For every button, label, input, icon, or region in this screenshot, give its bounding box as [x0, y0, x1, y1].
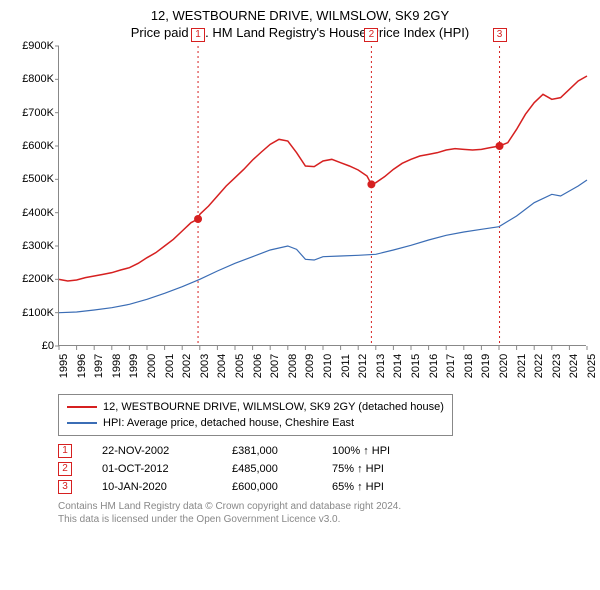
- x-tick-label: 2024: [568, 354, 580, 378]
- x-tick-label: 2019: [480, 354, 492, 378]
- x-tick-label: 2023: [551, 354, 563, 378]
- legend: 12, WESTBOURNE DRIVE, WILMSLOW, SK9 2GY …: [58, 394, 453, 436]
- legend-label: 12, WESTBOURNE DRIVE, WILMSLOW, SK9 2GY …: [103, 399, 444, 415]
- chart-title: 12, WESTBOURNE DRIVE, WILMSLOW, SK9 2GY: [10, 8, 590, 23]
- sales-row: 1 22-NOV-2002 £381,000 100% ↑ HPI: [58, 444, 590, 458]
- x-tick-label: 2007: [269, 354, 281, 378]
- y-tick-label: £800K: [22, 73, 54, 85]
- x-tick-label: 2016: [428, 354, 440, 378]
- sale-marker-dot: [194, 215, 202, 223]
- x-tick-label: 1997: [93, 354, 105, 378]
- legend-swatch: [67, 422, 97, 424]
- series-hpi: [59, 180, 587, 313]
- sales-pct: 75% ↑ HPI: [332, 463, 422, 475]
- sale-marker-dot: [367, 180, 375, 188]
- y-tick-label: £100K: [22, 307, 54, 319]
- legend-swatch: [67, 406, 97, 408]
- legend-row: 12, WESTBOURNE DRIVE, WILMSLOW, SK9 2GY …: [67, 399, 444, 415]
- x-axis: 1995 1996 1997 1998 1999 2000 2001 2002 2003 2004…: [58, 346, 586, 386]
- y-tick-label: £200K: [22, 273, 54, 285]
- sales-price: £381,000: [232, 445, 302, 457]
- x-tick-label: 2000: [146, 354, 158, 378]
- x-tick-label: 1999: [128, 354, 140, 378]
- x-tick-label: 2020: [498, 354, 510, 378]
- sales-row: 3 10-JAN-2020 £600,000 65% ↑ HPI: [58, 480, 590, 494]
- sales-row-marker: 1: [58, 444, 72, 458]
- x-tick-label: 2012: [357, 354, 369, 378]
- x-tick-label: 2021: [516, 354, 528, 378]
- x-tick-label: 2004: [216, 354, 228, 378]
- y-tick-label: £300K: [22, 240, 54, 252]
- sale-marker-dot: [496, 142, 504, 150]
- x-tick-label: 2010: [322, 354, 334, 378]
- x-tick-label: 1998: [111, 354, 123, 378]
- sales-date: 10-JAN-2020: [102, 481, 202, 493]
- x-tick-label: 2018: [463, 354, 475, 378]
- legend-row: HPI: Average price, detached house, Ches…: [67, 415, 444, 431]
- sales-date: 22-NOV-2002: [102, 445, 202, 457]
- plot-svg: [59, 46, 587, 346]
- x-tick-label: 2006: [252, 354, 264, 378]
- sale-marker-box: 3: [493, 28, 507, 42]
- sales-price: £485,000: [232, 463, 302, 475]
- x-tick-label: 2008: [287, 354, 299, 378]
- x-tick-label: 2002: [181, 354, 193, 378]
- sales-table: 1 22-NOV-2002 £381,000 100% ↑ HPI 2 01-OCT-20…: [58, 444, 590, 494]
- attribution: Contains HM Land Registry data © Crown c…: [58, 500, 590, 526]
- sale-marker-box: 1: [191, 28, 205, 42]
- x-tick-label: 2009: [304, 354, 316, 378]
- y-tick-label: £600K: [22, 140, 54, 152]
- x-tick-label: 2003: [199, 354, 211, 378]
- attribution-line1: Contains HM Land Registry data © Crown c…: [58, 500, 590, 513]
- legend-label: HPI: Average price, detached house, Ches…: [103, 415, 354, 431]
- chart-container: 12, WESTBOURNE DRIVE, WILMSLOW, SK9 2GY …: [0, 0, 600, 532]
- sales-date: 01-OCT-2012: [102, 463, 202, 475]
- sales-row-marker: 2: [58, 462, 72, 476]
- sales-pct: 65% ↑ HPI: [332, 481, 422, 493]
- x-tick-label: 1996: [76, 354, 88, 378]
- x-tick-label: 2011: [340, 354, 352, 378]
- x-tick-label: 2013: [375, 354, 387, 378]
- y-axis: £0£100K£200K£300K£400K£500K£600K£700K£80…: [10, 46, 58, 346]
- x-tick-label: 2017: [445, 354, 457, 378]
- sale-marker-box: 2: [364, 28, 378, 42]
- y-tick-label: £700K: [22, 107, 54, 119]
- y-tick-label: £400K: [22, 207, 54, 219]
- plot-area: 123: [58, 46, 586, 346]
- chart-box: £0 £100K £200K £300K £400K £500K £600K £700K £80…: [10, 46, 590, 386]
- y-tick-label: £0: [42, 340, 54, 352]
- sales-row-marker: 3: [58, 480, 72, 494]
- sales-pct: 100% ↑ HPI: [332, 445, 422, 457]
- sales-row: 2 01-OCT-2012 £485,000 75% ↑ HPI: [58, 462, 590, 476]
- x-tick-label: 2015: [410, 354, 422, 378]
- attribution-line2: This data is licensed under the Open Gov…: [58, 513, 590, 526]
- x-tick-label: 2025: [586, 354, 598, 378]
- sales-price: £600,000: [232, 481, 302, 493]
- series-property: [59, 76, 587, 281]
- x-tick-label: 1995: [58, 354, 70, 378]
- x-tick-label: 2005: [234, 354, 246, 378]
- y-tick-label: £900K: [22, 40, 54, 52]
- x-tick-label: 2022: [533, 354, 545, 378]
- y-tick-label: £500K: [22, 173, 54, 185]
- x-tick-label: 2014: [392, 354, 404, 378]
- x-tick-label: 2001: [164, 354, 176, 378]
